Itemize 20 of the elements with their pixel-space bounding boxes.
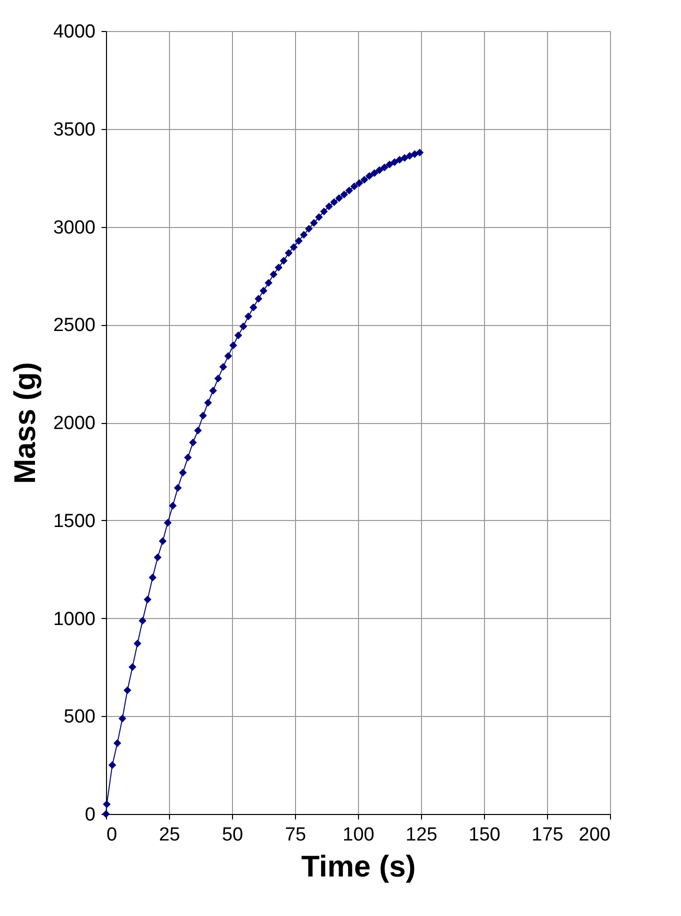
- y-tick-label: 4000: [53, 22, 96, 42]
- y-tick-label: 2000: [53, 413, 96, 434]
- x-tick-label: 0: [106, 824, 118, 846]
- x-tick-label: 75: [284, 824, 306, 846]
- y-tick-label: 500: [64, 706, 96, 728]
- x-tick-label: 200: [578, 824, 610, 846]
- x-tick-label: 100: [342, 824, 374, 846]
- y-tick-label: 2500: [53, 315, 96, 336]
- x-tick-label: 25: [158, 824, 180, 846]
- y-axis-title: Mass (g): [9, 362, 42, 484]
- x-tick-label: 125: [406, 824, 438, 846]
- y-tick-label: 3000: [53, 217, 96, 238]
- x-axis-title: Time (s): [301, 850, 416, 884]
- x-tick-label: 175: [532, 824, 564, 846]
- y-tick-label: 1000: [53, 608, 96, 630]
- y-tick-label: 1500: [53, 510, 96, 532]
- y-tick-label: 0: [84, 804, 96, 826]
- x-tick-label: 50: [222, 824, 244, 846]
- x-tick-label: 150: [468, 824, 500, 846]
- y-tick-label: 3500: [53, 119, 96, 140]
